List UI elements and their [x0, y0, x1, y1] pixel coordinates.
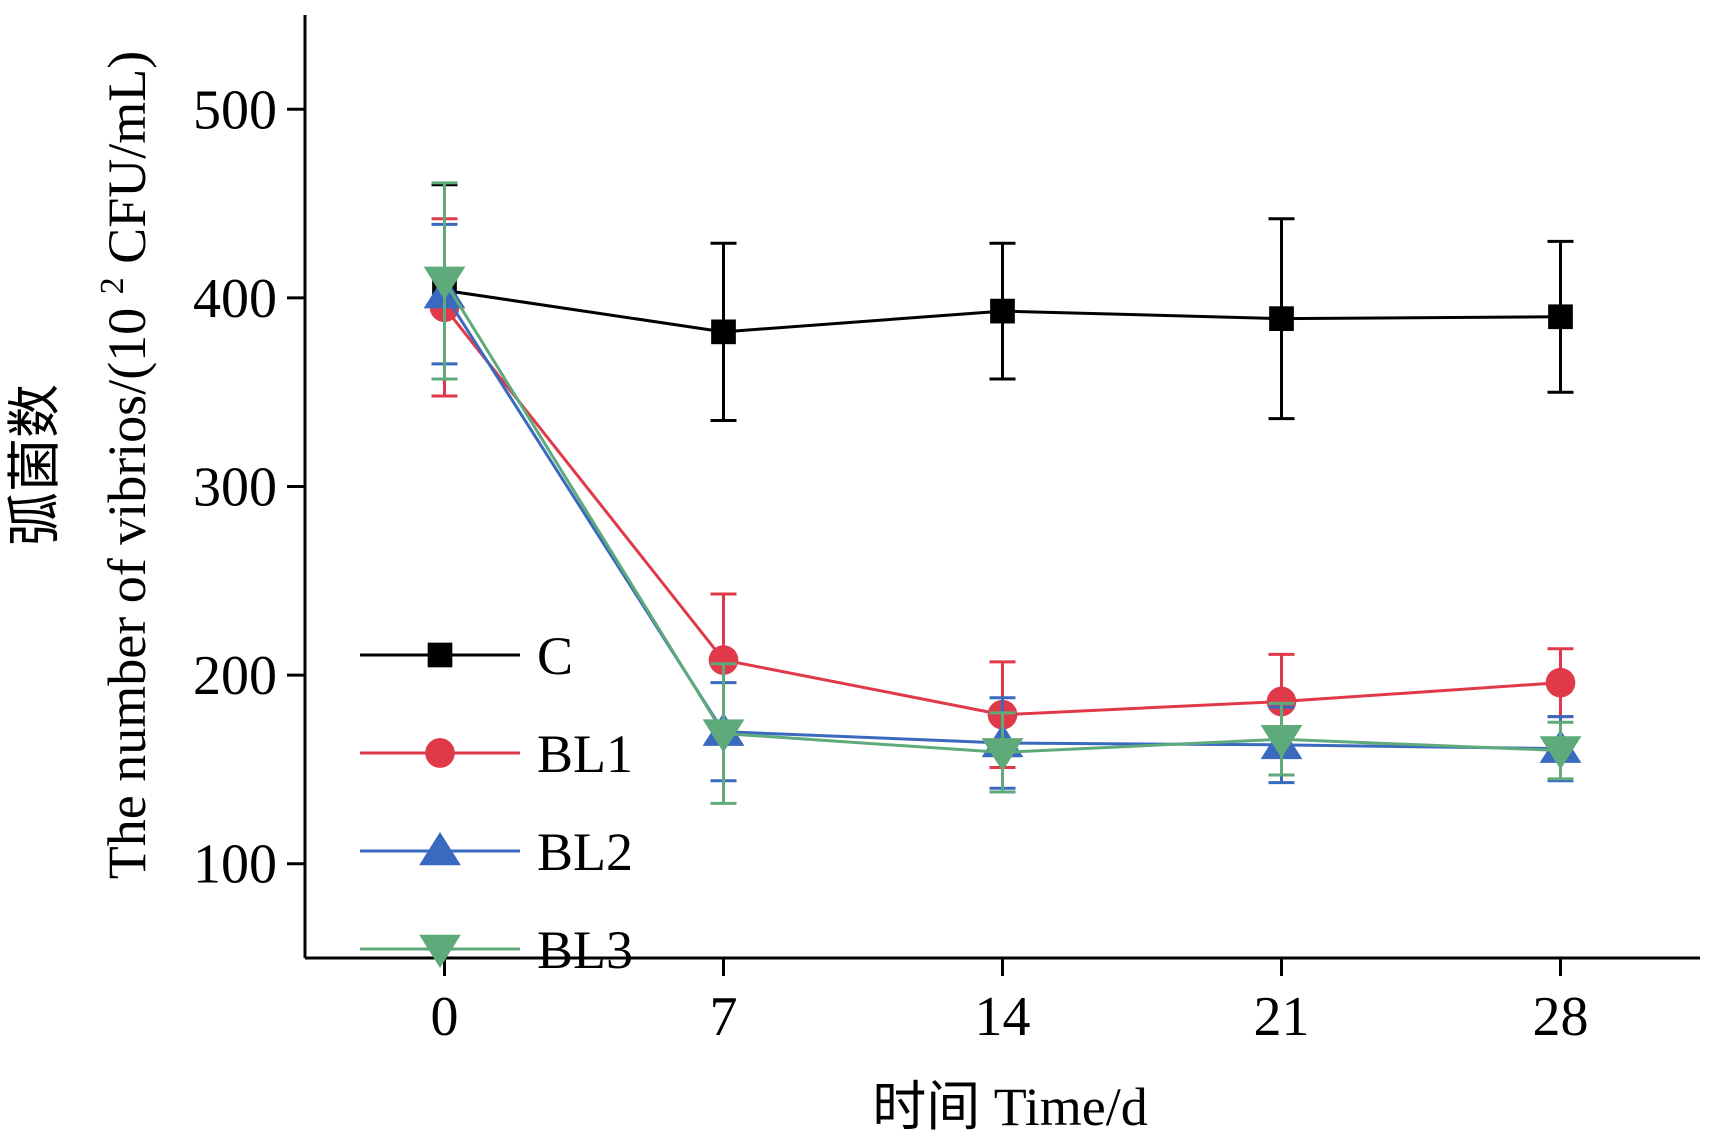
x-tick-label: 0 — [431, 986, 459, 1048]
y-axis-title-prefix: The number of vibrios/(10 — [97, 294, 157, 879]
y-axis-title: The number of vibrios/(10 2 CFU/mL) — [94, 51, 157, 879]
legend-item: BL3 — [360, 920, 633, 980]
x-tick-label: 7 — [710, 986, 738, 1048]
x-tick-label: 28 — [1533, 986, 1589, 1048]
y-axis-title-chinese: 弧菌数 — [5, 384, 65, 546]
x-tick-label: 21 — [1254, 986, 1310, 1048]
legend-marker — [419, 832, 461, 866]
y-tick-label: 500 — [193, 79, 277, 141]
y-axis-title-superscript: 2 — [94, 277, 131, 294]
y-tick-label: 300 — [193, 457, 277, 519]
data-point — [1260, 724, 1303, 759]
legend-label: BL3 — [537, 920, 633, 980]
data-point — [423, 266, 466, 300]
data-point — [1545, 667, 1576, 698]
legend-item: BL1 — [360, 724, 633, 784]
legend-item: BL2 — [360, 822, 633, 882]
legend-marker — [419, 934, 461, 968]
y-axis-title-group: The number of vibrios/(10 2 CFU/mL) 弧菌数 — [5, 51, 157, 879]
x-axis-title: 时间 Time/d — [872, 1077, 1148, 1137]
legend-marker — [427, 642, 453, 668]
y-tick-label: 100 — [193, 834, 277, 896]
legend-item: C — [360, 626, 573, 686]
legend-label: BL1 — [537, 724, 633, 784]
data-point — [981, 738, 1024, 772]
data-point — [990, 298, 1015, 324]
data-point — [1539, 736, 1582, 770]
y-tick-label: 200 — [193, 645, 277, 707]
legend-label: C — [537, 626, 573, 686]
legend-label: BL2 — [537, 822, 633, 882]
legend-marker — [425, 738, 455, 768]
series-C — [431, 183, 1574, 422]
axes: 100 200 300 400 500 0 7 14 21 28 — [193, 15, 1700, 1048]
y-tick-label: 400 — [193, 268, 277, 330]
series-BL3 — [423, 181, 1582, 805]
x-tick-label: 14 — [975, 986, 1031, 1048]
data-point — [1269, 306, 1294, 331]
data-point — [708, 645, 739, 675]
data-point — [1548, 304, 1573, 330]
data-point — [711, 319, 736, 345]
series-layer — [423, 181, 1582, 805]
data-point — [702, 719, 745, 753]
legend: C BL1 BL2 BL3 — [360, 626, 633, 980]
data-point — [1266, 686, 1297, 717]
y-axis-title-suffix: CFU/mL) — [97, 51, 157, 278]
